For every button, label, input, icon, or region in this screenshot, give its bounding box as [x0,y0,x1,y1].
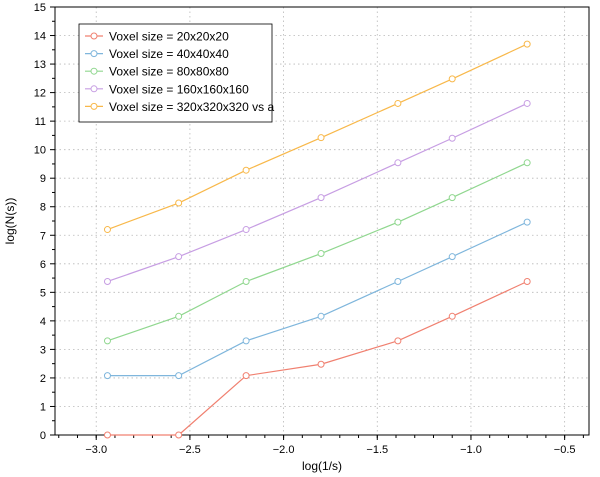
legend-box [78,23,273,123]
legend-swatch-marker [90,85,98,93]
legend-label: Voxel size = 320x320x320 vs a [109,100,274,114]
data-point [175,253,183,261]
data-point [394,277,402,285]
data-point [175,199,183,207]
x-tick-label: −0.5 [554,444,576,456]
x-tick-label: −2.0 [273,444,295,456]
data-point [394,99,402,107]
data-point [175,372,183,380]
grid [55,7,589,435]
data-point [242,372,250,380]
data-point [242,226,250,234]
y-tick-label: 7 [40,230,46,242]
data-point [394,218,402,226]
y-tick-label: 5 [40,287,46,299]
data-point [103,372,111,380]
data-point [317,360,325,368]
data-point [175,312,183,320]
y-tick-label: 10 [34,145,46,157]
legend-swatch-marker [90,32,98,40]
series-5 [103,40,531,234]
data-point [242,166,250,174]
data-point [448,134,456,142]
y-tick-label: 3 [40,344,46,356]
data-point [523,99,531,107]
data-point [317,312,325,320]
y-tick-label: 9 [40,173,46,185]
x-tick-label: −1.0 [460,444,482,456]
axis-ticks: −3.0 −2.5 −2.0 −1.5 −1.0 −0.50123456789101112… [34,2,584,456]
y-tick-label: 4 [40,316,46,328]
legend-swatch-marker [90,67,98,75]
y-tick-label: 0 [40,430,46,442]
x-tick-label: −2.5 [179,444,201,456]
data-point [103,431,111,439]
data-point [523,218,531,226]
y-tick-label: 11 [35,116,46,128]
data-point [317,194,325,202]
x-axis-label: log(1/s) [302,459,342,473]
data-point [523,277,531,285]
series-3 [103,159,531,345]
data-point [317,134,325,142]
data-point [394,159,402,167]
y-tick-label: 13 [34,59,46,71]
series-1 [103,277,531,439]
data-point [317,250,325,258]
data-point [448,312,456,320]
data-point [175,431,183,439]
legend: Voxel size = 20x20x20 Voxel size = 40x40x… [78,23,274,123]
data-point [523,159,531,167]
data-series [103,40,531,439]
y-tick-label: 15 [34,2,46,14]
data-point [103,337,111,345]
data-point [448,194,456,202]
data-point [103,277,111,285]
legend-swatch-marker [90,50,98,58]
y-tick-label: 12 [34,88,46,100]
legend-label: Voxel size = 40x40x40 [109,47,229,61]
series-line [107,221,528,377]
series-4 [103,99,531,285]
series-2 [103,218,531,380]
data-point [394,337,402,345]
legend-swatch-marker [90,102,98,110]
y-axis-label: log(N(s)) [3,198,17,245]
data-point [523,40,531,48]
data-point [448,253,456,261]
legend-label: Voxel size = 20x20x20 [109,30,229,44]
data-point [103,226,111,234]
series-line [107,162,528,342]
x-tick-label: −3.0 [85,444,107,456]
y-tick-label: 1 [40,401,46,413]
y-tick-label: 6 [40,259,46,271]
y-tick-label: 14 [34,31,46,43]
x-tick-label: −1.5 [366,444,388,456]
data-point [242,337,250,345]
legend-label: Voxel size = 160x160x160 [109,82,249,96]
y-tick-label: 2 [40,373,46,385]
data-point [242,277,250,285]
data-point [448,75,456,83]
series-line [107,280,528,436]
legend-label: Voxel size = 80x80x80 [109,65,229,79]
y-tick-label: 8 [40,202,46,214]
